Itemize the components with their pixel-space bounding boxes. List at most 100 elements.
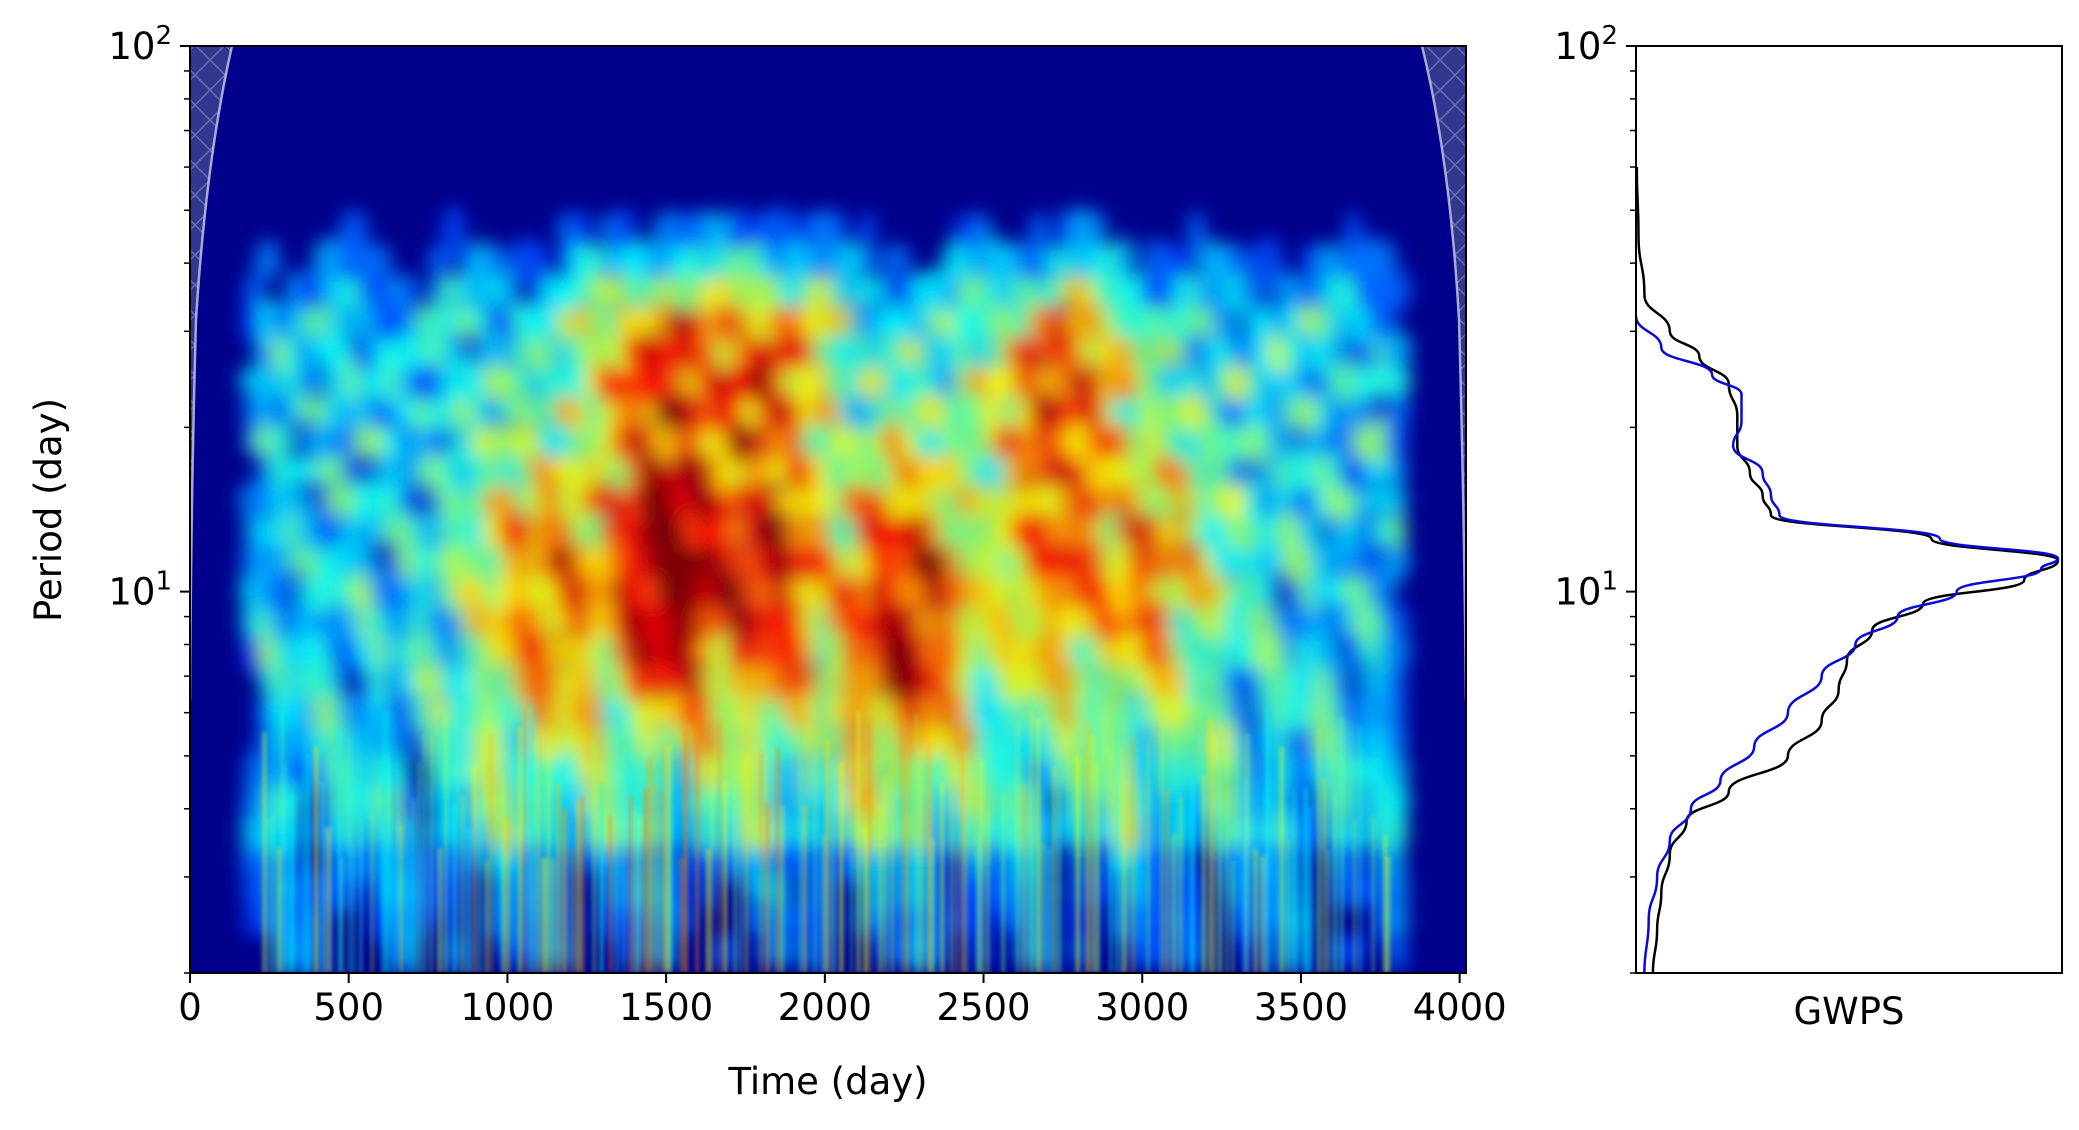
heatmap-cell <box>1326 334 1352 366</box>
heatmap-cell <box>1169 843 1195 878</box>
gwps-plot-frame <box>1635 45 2063 974</box>
heatmap-cell <box>926 871 952 910</box>
heatmap-cell <box>552 844 583 877</box>
heatmap-streak <box>622 749 625 973</box>
heatmap-cell <box>757 511 779 550</box>
heatmap-streak <box>1304 787 1308 973</box>
heatmap-streak <box>956 846 958 973</box>
heatmap-streak <box>1209 719 1212 973</box>
heatmap-streak <box>1115 715 1118 973</box>
heatmap-streak <box>1261 855 1265 973</box>
heatmap-streak <box>338 729 341 973</box>
heatmap-streak <box>392 712 396 973</box>
heatmap-cell <box>942 240 965 280</box>
heatmap-streak <box>864 823 867 973</box>
heatmap-cell <box>1283 869 1309 912</box>
heatmap-cell <box>411 688 439 733</box>
heatmap-streak <box>655 783 657 973</box>
heatmap-cell <box>1210 717 1239 764</box>
main-y-axis-ticks: 101 102 <box>108 21 190 974</box>
heatmap-cell <box>1383 810 1409 851</box>
x-axis-label: Time (day) <box>727 1060 927 1103</box>
heatmap-streak <box>927 742 931 973</box>
heatmap-cell <box>582 508 611 552</box>
heatmap-cell <box>1351 539 1384 582</box>
heatmap-streak <box>539 725 541 973</box>
heatmap-cell <box>1381 390 1411 430</box>
heatmap-streak <box>966 752 968 973</box>
heatmap-streak <box>915 714 918 973</box>
heatmap-streak <box>1076 756 1080 973</box>
heatmap-fine-streaks <box>263 705 1390 973</box>
heatmap-streak <box>452 804 455 973</box>
heatmap-cell <box>295 364 326 396</box>
gwps-panel: 101 102 GWPS <box>1554 21 2063 1033</box>
heatmap-cell <box>500 780 521 821</box>
heatmap-cell <box>1085 210 1108 250</box>
heatmap-streak <box>407 818 410 973</box>
heatmap-streak <box>760 752 762 973</box>
heatmap-streak <box>342 857 344 973</box>
heatmap-cell <box>857 656 879 704</box>
heatmap-cell <box>701 868 720 913</box>
heatmap-cell <box>329 666 349 695</box>
heatmap-streak <box>314 746 318 973</box>
heatmap-streak <box>547 749 550 973</box>
heatmap-streak <box>931 839 934 973</box>
heatmap-cell <box>1281 783 1312 818</box>
heatmap-cell <box>423 423 455 457</box>
heatmap-cell <box>369 269 395 311</box>
heatmap-cell <box>1252 237 1284 284</box>
heatmap-cell <box>311 662 339 699</box>
heatmap-cell <box>656 930 679 971</box>
heatmap-cell <box>872 931 892 970</box>
heatmap-streak <box>745 754 748 973</box>
heatmap-cell <box>1380 268 1412 312</box>
heatmap-streak <box>1273 831 1276 973</box>
heatmap-streak <box>1191 776 1194 973</box>
heatmap-streak <box>473 767 476 973</box>
heatmap-cell <box>784 509 809 552</box>
heatmap-cell <box>1385 511 1407 549</box>
heatmap-cell <box>1380 329 1413 372</box>
heatmap-streak <box>986 808 989 973</box>
heatmap-streak <box>696 711 699 973</box>
heatmap-cell <box>258 361 278 400</box>
heatmap-cell <box>1225 454 1253 487</box>
heatmap-cell <box>584 451 609 489</box>
heatmap-streak <box>444 713 448 973</box>
heatmap-streak <box>418 761 421 973</box>
heatmap-cell <box>1171 540 1193 580</box>
heatmap-cell <box>828 506 850 554</box>
heatmap-cell <box>970 454 993 486</box>
heatmap-cell <box>430 387 449 434</box>
heatmap-cell <box>1114 236 1135 284</box>
heatmap-cell <box>554 899 581 942</box>
heatmap-cell <box>1143 331 1164 369</box>
heatmap-cell <box>338 209 369 251</box>
heatmap-streak <box>1266 707 1270 973</box>
heatmap-streak <box>1334 791 1337 973</box>
gwps-axis-label: GWPS <box>1793 990 1904 1033</box>
heatmap-streak <box>1213 737 1216 973</box>
heatmap-cell <box>382 748 411 793</box>
heatmap-cell <box>701 808 721 853</box>
heatmap-streak <box>600 784 603 973</box>
heatmap-cell <box>399 274 422 307</box>
heatmap-streak <box>461 796 464 973</box>
heatmap-cell <box>827 722 851 759</box>
heatmap-streak <box>822 835 825 973</box>
heatmap-cell <box>1028 335 1050 366</box>
heatmap-cell <box>670 363 694 398</box>
heatmap-cell <box>700 723 722 757</box>
x-tick-label: 1000 <box>460 986 554 1029</box>
heatmap-streak <box>901 706 904 973</box>
heatmap-cell <box>1285 843 1308 877</box>
heatmap-streak <box>593 741 596 973</box>
heatmap-streak <box>1058 754 1061 973</box>
heatmap-cell <box>810 866 840 915</box>
heatmap-cell <box>1043 301 1064 340</box>
heatmap-cell <box>986 450 1006 491</box>
heatmap-streak <box>478 796 481 973</box>
